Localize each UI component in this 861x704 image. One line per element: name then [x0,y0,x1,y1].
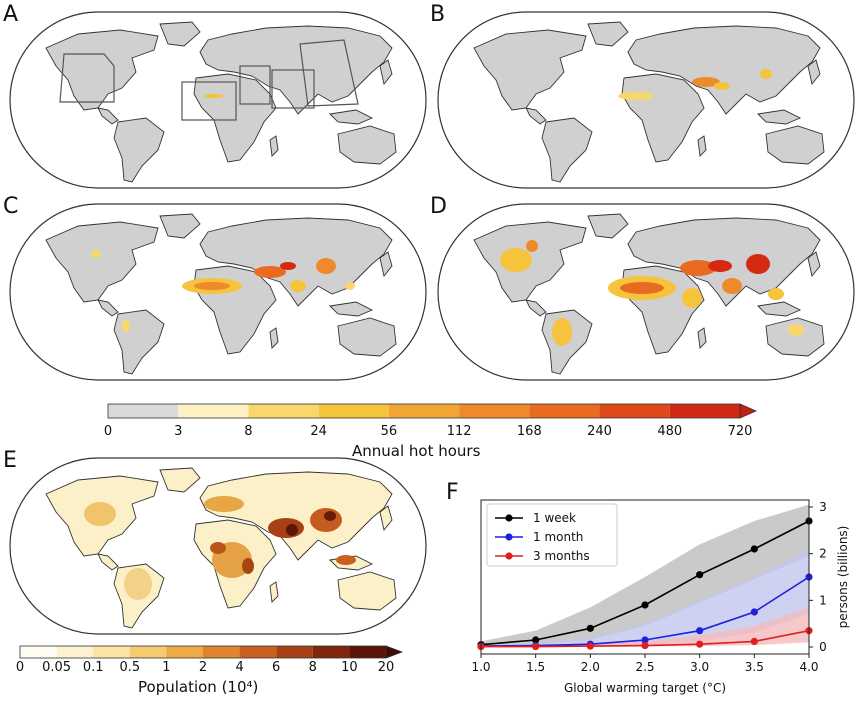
data-point [586,642,594,650]
legend-label: 3 months [533,549,590,563]
hot-colorbar-cell [108,404,179,418]
hot-colorbar-tick-label: 24 [310,424,327,439]
x-tick-label: 3.0 [690,660,709,674]
pop-colorbar-cell [239,646,277,658]
region-boxes [59,39,359,121]
x-tick-label: 3.5 [745,660,764,674]
x-axis-label: Global warming target (°C) [564,681,726,695]
hot-colorbar-tick-label: 240 [587,424,612,439]
map-e [9,457,427,635]
hot-colorbar-cell [318,404,389,418]
data-point [750,637,758,646]
data-point [750,608,758,616]
pop-colorbar-tick-label: 0.1 [82,660,104,675]
x-tick-label: 2.0 [581,660,600,674]
hot-colorbar-tick-label: 112 [446,424,472,439]
uncertainty-band [481,607,809,647]
map-b [437,11,855,189]
data-point [586,624,594,632]
data-point [641,636,649,644]
hot-colorbar-cell [599,404,670,418]
x-tick-label: 1.5 [526,660,545,674]
panel-label-e: E [3,448,17,473]
data-point [696,571,704,579]
pop-colorbar-tick-label: 2 [198,660,208,675]
uncertainty-band [481,504,809,647]
map-d [437,203,855,381]
x-tick-label: 1.0 [471,660,490,674]
pop-colorbar-cell [129,646,167,658]
hot-colorbar-tick-label: 8 [244,424,253,439]
population-colorbar-title: Population (10⁴) [138,678,259,696]
panel-label-a: A [3,2,19,27]
pop-colorbar-cell [93,646,130,658]
pop-colorbar-tick-label: 0.5 [119,660,141,675]
pop-colorbar-cell [56,646,94,658]
data-point [696,640,704,648]
pop-colorbar-tick-label: 8 [308,660,317,675]
x-tick-label: 4.0 [799,660,818,674]
pop-colorbar-tick-label: 1 [162,660,171,675]
hot-colorbar-cell [388,404,460,418]
pop-colorbar-cell [203,646,240,658]
pop-colorbar-tick-label: 6 [272,660,281,675]
y-axis-label: persons (billions) [836,526,850,629]
x-tick-label: 2.5 [635,660,654,674]
hot-colorbar-cell [178,404,249,418]
panel-label-d: D [430,194,447,219]
pop-colorbar-cell [349,646,386,658]
legend-marker [505,552,513,560]
y-tick-label: 1 [819,593,827,607]
y-tick-label: 0 [819,640,827,654]
pop-colorbar-cell [166,646,203,658]
hotspot [204,94,224,98]
legend-marker [505,514,513,522]
hot-colorbar-tick-label: 3 [174,424,183,439]
legend-label: 1 week [533,511,576,525]
pop-colorbar-tick-label: 4 [235,660,244,675]
hot-hours-colorbar-title: Annual hot hours [352,442,481,460]
pop-colorbar-cell [312,646,350,658]
data-point [641,642,649,650]
data-point [696,627,704,635]
population-colorbar [19,645,404,659]
hot-hours-colorbar [107,403,757,419]
hot-colorbar-cell [248,404,319,418]
legend-box [486,503,618,567]
pop-colorbar-tick-label: 0.05 [42,660,72,675]
pop-colorbar-cell [276,646,313,658]
pop-colorbar-tick-label: 0 [15,660,25,675]
data-point [532,642,540,651]
panel-label-b: B [430,2,446,27]
pop-colorbar-tick-label: 10 [341,660,358,675]
legend-marker [505,533,513,541]
hot-colorbar-tick-label: 168 [516,424,542,439]
hot-colorbar-tick-label: 720 [727,424,753,439]
map-a [9,11,427,189]
hot-colorbar-cell [459,404,530,418]
map-c [9,203,427,381]
data-point [532,636,540,644]
panel-label-c: C [3,194,19,219]
pop-colorbar-tick-label: 20 [377,660,395,675]
panel-label-f: F [446,480,459,505]
legend-label: 1 month [533,530,583,544]
y-tick-label: 2 [819,547,827,561]
hot-colorbar-tick-label: 0 [103,424,113,439]
uncertainty-band [481,549,809,647]
pop-colorbar-cell [20,646,57,658]
hot-colorbar-tick-label: 480 [657,424,683,439]
data-point [750,545,758,553]
data-point [641,601,649,609]
hot-colorbar-tick-label: 56 [380,424,398,439]
y-tick-label: 3 [819,500,827,514]
hot-colorbar-cell [669,404,740,418]
hot-colorbar-cell [529,404,600,418]
